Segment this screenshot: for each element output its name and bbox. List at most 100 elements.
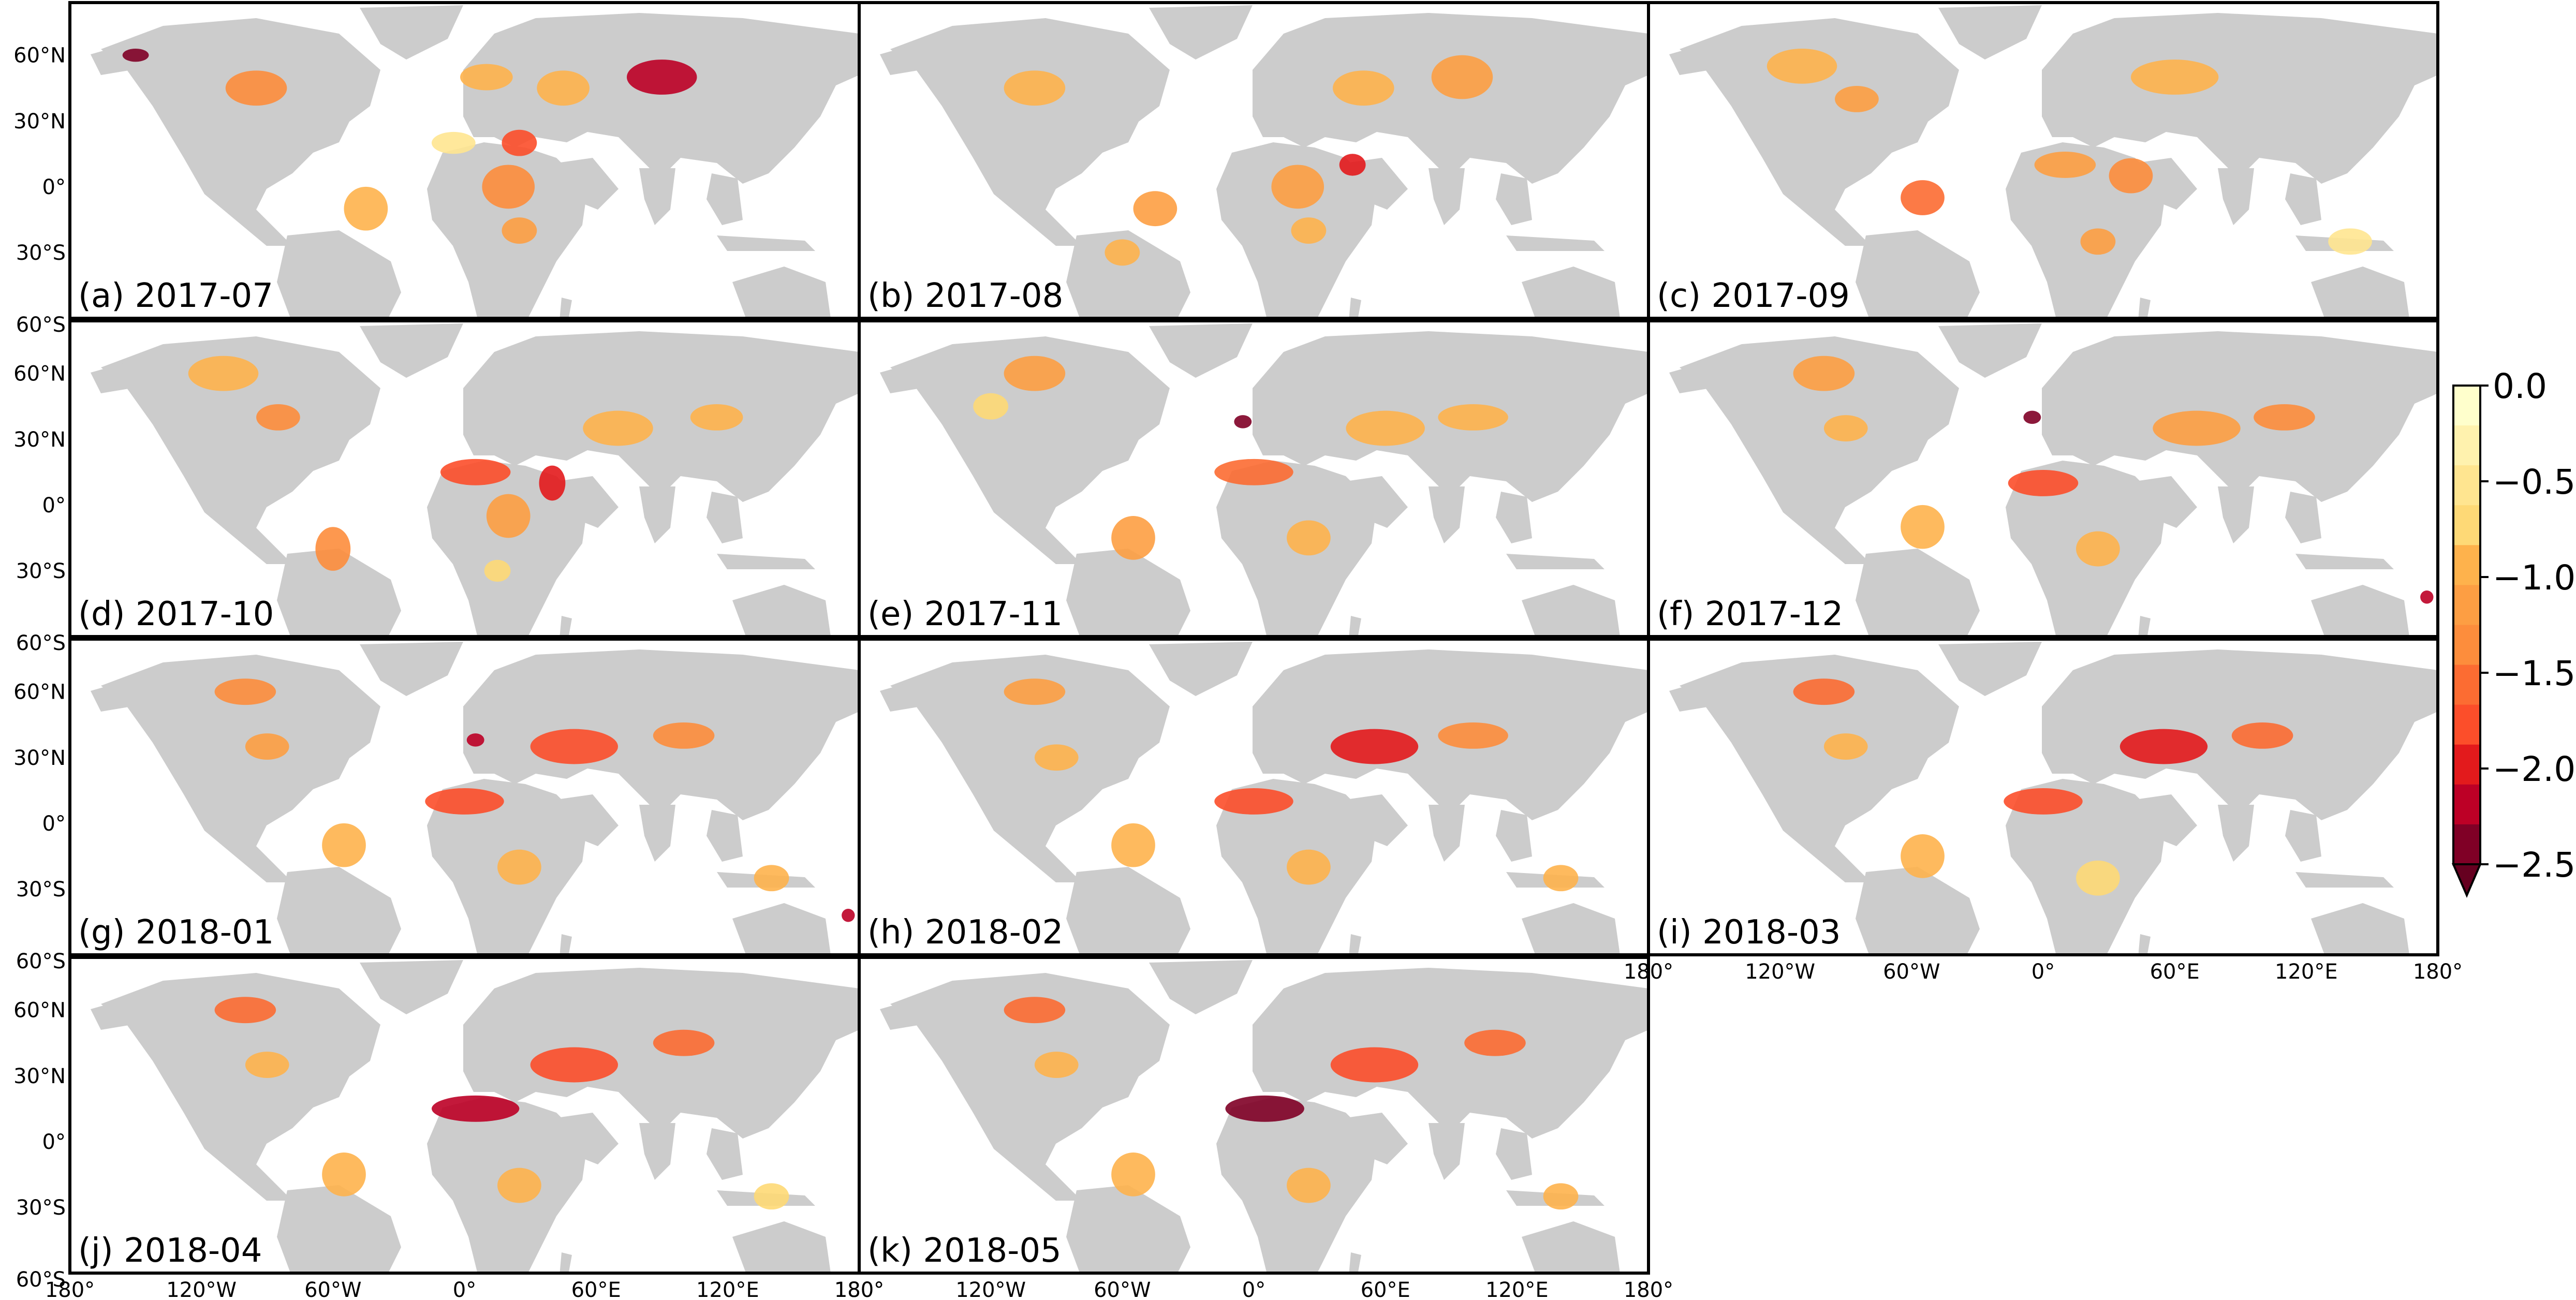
lon-tick-label: 180°	[834, 1278, 884, 1300]
drought-anomaly-region	[1004, 70, 1066, 106]
panel-frame	[1647, 1, 2439, 320]
drought-anomaly-region	[1004, 678, 1066, 705]
panel-label: (i) 2018-03	[1657, 913, 1841, 952]
lat-tick-label: 60°S	[16, 313, 66, 337]
drought-anomaly-region	[2420, 590, 2434, 604]
lat-tick-label: 30°N	[13, 1065, 66, 1088]
drought-anomaly-region	[754, 1183, 789, 1210]
lon-tick-label: 120°W	[1745, 960, 1815, 984]
colorbar-segment	[2453, 664, 2480, 705]
drought-anomaly-region	[842, 909, 855, 922]
lon-tick-label: 120°W	[166, 1278, 237, 1300]
lon-tick-label: 60°E	[1361, 1278, 1410, 1300]
lon-tick-label: 180°	[1624, 960, 1673, 984]
colorbar-segment	[2453, 425, 2480, 466]
colorbar-segment	[2453, 625, 2480, 666]
spei-anomaly-layer	[973, 356, 1508, 560]
drought-anomaly-region	[1034, 744, 1079, 771]
lon-tick-label: 120°W	[955, 1278, 1026, 1300]
map-panel: (a) 2017-07	[68, 1, 861, 320]
lat-tick-label: 60°S	[16, 950, 66, 973]
map-panel: (e) 2017-11	[858, 319, 1650, 638]
colorbar-segment	[2453, 505, 2480, 545]
colorbar-segment	[2453, 465, 2480, 506]
lon-tick-label: 180°	[1624, 1278, 1673, 1300]
drought-anomaly-region	[1823, 415, 1868, 441]
spei-anomaly-layer	[122, 48, 697, 244]
lon-tick-label: 120°E	[696, 1278, 759, 1300]
drought-anomaly-region	[1339, 154, 1366, 176]
drought-anomaly-region	[245, 1052, 289, 1078]
spei-anomaly-layer	[188, 356, 743, 582]
colorbar-segment	[2453, 545, 2480, 585]
lon-tick-label: 180°	[834, 1278, 884, 1300]
drought-anomaly-region	[188, 356, 259, 391]
drought-anomaly-region	[1287, 849, 1331, 885]
drought-anomaly-region	[530, 729, 619, 764]
axes-layer: 60°N 30°N 0° 30°S 60°S 60°N 30°N 0° 30°S 60°S 60°N…	[13, 44, 2463, 1300]
drought-anomaly-region	[2254, 404, 2315, 431]
drought-anomaly-region	[460, 64, 513, 91]
drought-anomaly-region	[466, 733, 484, 747]
drought-anomaly-region	[1438, 722, 1508, 749]
lon-tick-label: 0°	[453, 1278, 476, 1300]
panel-frame	[1647, 638, 2439, 956]
panel-frame	[858, 956, 1650, 1275]
colorbar-tick-label: 0.0	[2493, 366, 2547, 406]
map-panel: (j) 2018-04	[68, 956, 861, 1275]
lon-tick-label: 60°W	[1094, 1278, 1151, 1300]
drought-anomaly-region	[2004, 788, 2083, 815]
panel-label: (j) 2018-04	[78, 1232, 262, 1270]
drought-anomaly-region	[322, 1153, 366, 1196]
drought-anomaly-region	[539, 465, 566, 501]
drought-anomaly-region	[1543, 865, 1579, 892]
lat-tick-label: 0°	[42, 1130, 66, 1154]
drought-anomaly-region	[2076, 860, 2120, 896]
lon-tick-label: 60°E	[571, 1278, 621, 1300]
drought-anomaly-region	[1034, 1052, 1079, 1078]
drought-anomaly-region	[1234, 415, 1252, 429]
spei-anomaly-layer	[1793, 356, 2434, 604]
drought-anomaly-region	[1225, 1095, 1304, 1122]
drought-anomaly-region	[1287, 520, 1331, 556]
colorbar-segment	[2453, 824, 2480, 865]
drought-anomaly-region	[1287, 1168, 1331, 1203]
drought-anomaly-region	[2119, 729, 2208, 764]
drought-anomaly-region	[1767, 48, 1837, 84]
colorbar-tick-label: −1.0	[2493, 558, 2575, 598]
drought-anomaly-region	[1431, 55, 1493, 99]
drought-anomaly-region	[626, 60, 697, 95]
drought-anomaly-region	[690, 404, 743, 431]
spei-anomaly-layer	[1004, 678, 1579, 892]
map-panel: (c) 2017-09	[1647, 1, 2439, 320]
panel-label: (k) 2018-05	[867, 1232, 1062, 1270]
drought-anomaly-region	[2130, 60, 2219, 95]
colorbar-outline	[2452, 385, 2481, 865]
drought-anomaly-region	[1111, 1153, 1155, 1196]
lon-tick-label: 120°E	[1485, 1278, 1549, 1300]
lon-tick-label: 120°E	[2275, 960, 2338, 984]
colorbar: 0.0 −0.5 −1.0 −1.5 −2.0 −2.5	[2451, 366, 2575, 898]
drought-anomaly-region	[1111, 516, 1155, 560]
drought-anomaly-region	[122, 48, 149, 62]
drought-anomaly-region	[1835, 85, 1879, 112]
lat-tick-label: 60°N	[13, 44, 66, 68]
colorbar-tick-label: −0.5	[2493, 462, 2575, 502]
panel-label: (c) 2017-09	[1657, 277, 1850, 315]
drought-anomaly-region	[214, 678, 276, 705]
drought-anomaly-region	[653, 1029, 715, 1056]
lat-tick-label: 30°N	[13, 110, 66, 134]
drought-anomaly-region	[486, 494, 531, 538]
lon-tick-label: 60°E	[2150, 960, 2200, 984]
map-panel: (d) 2017-10	[68, 319, 861, 638]
lat-tick-label: 30°N	[13, 428, 66, 452]
map-panel: (i) 2018-03	[1647, 638, 2439, 956]
lat-tick-label: 60°N	[13, 681, 66, 704]
spei-anomaly-layer	[1004, 997, 1579, 1210]
drought-anomaly-region	[1271, 165, 1324, 209]
colorbar-extend-triangle	[2451, 863, 2482, 898]
drought-anomaly-region	[315, 527, 351, 571]
map-panel: (h) 2018-02	[858, 638, 1650, 956]
colorbar-segment	[2453, 386, 2480, 426]
